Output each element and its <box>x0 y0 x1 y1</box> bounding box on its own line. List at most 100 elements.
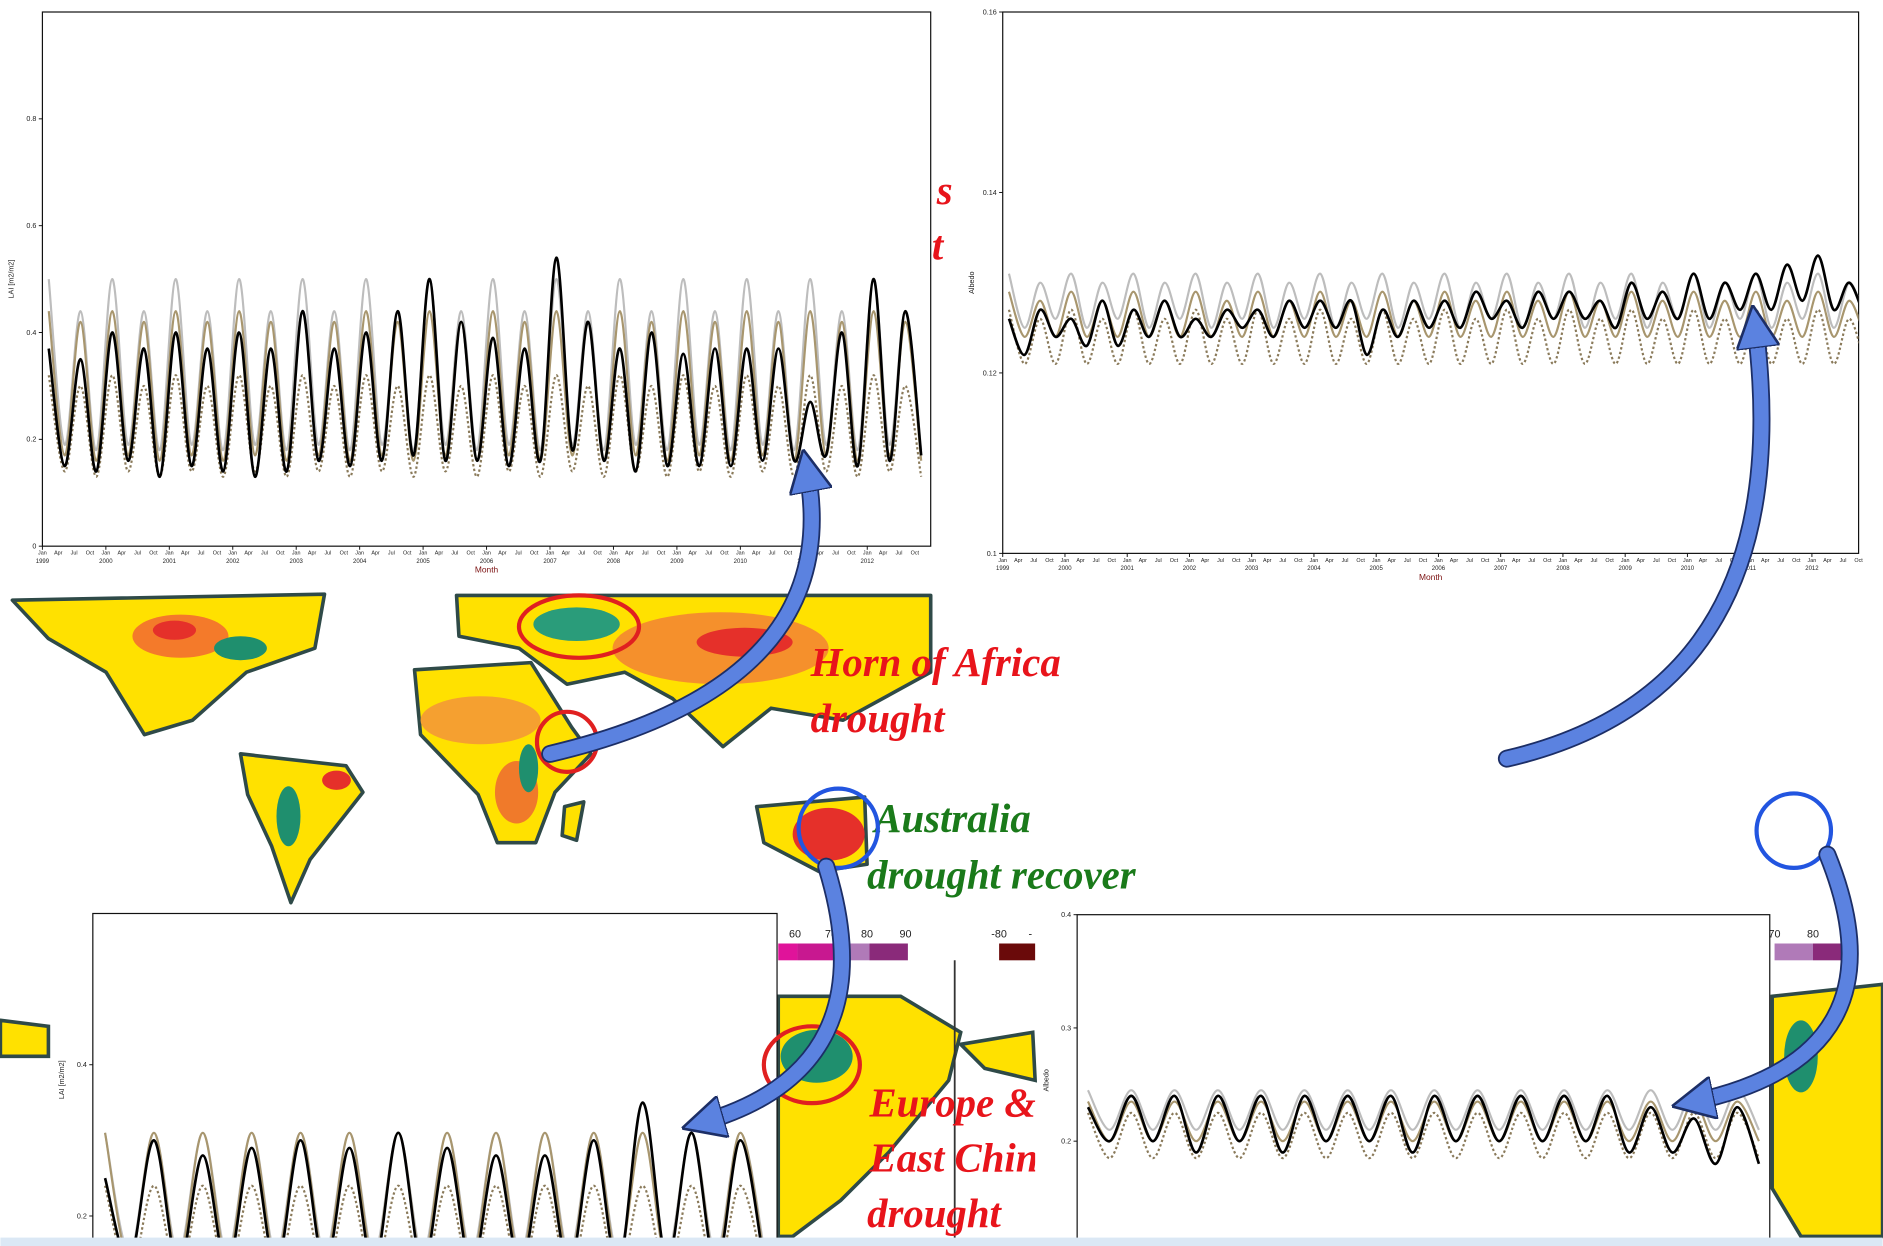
month-label: Jan <box>102 551 111 557</box>
series-line <box>1007 254 1859 357</box>
series-line <box>104 1184 760 1246</box>
x-tick-label: 2002 <box>1183 566 1197 572</box>
colorbar-label: 80 <box>861 929 873 941</box>
charts: 0 0.2 0.4 0.6 0.8 LAI [m2/m2] 1999 Jan Apr Jul Oct… <box>7 7 1863 1246</box>
month-label: Jan <box>419 551 428 557</box>
map-patches <box>132 607 865 861</box>
x-tick-label: 2010 <box>734 559 748 565</box>
month-label: Jan <box>165 551 174 557</box>
month-label: Oct <box>1170 558 1179 564</box>
month-label: Jan <box>1310 558 1319 564</box>
month-label: Jul <box>705 551 712 557</box>
x-tick-label: 2012 <box>1805 566 1819 572</box>
x-axis-label: Month <box>475 565 499 575</box>
x-tick-label: 2003 <box>1245 566 1259 572</box>
month-label: Jul <box>261 551 268 557</box>
x-tick-label: 2011 <box>1743 566 1757 572</box>
annotation-text: Horn of Africa <box>810 640 1061 685</box>
y-tick-label: 0.4 <box>1061 910 1071 919</box>
month-label: Jul <box>1404 558 1411 564</box>
highlight-circles <box>516 593 1834 1106</box>
month-label: Jan <box>38 551 47 557</box>
month-label: Oct <box>1232 558 1241 564</box>
annotation-text: s <box>936 168 953 213</box>
month-label: Oct <box>1854 558 1863 564</box>
month-label: Apr <box>879 551 888 557</box>
month-label: Jul <box>198 551 205 557</box>
y-axis-label: Albedo <box>1041 1069 1050 1091</box>
month-label: Apr <box>118 551 127 557</box>
month-label: Oct <box>1543 558 1552 564</box>
x-tick-label: 1999 <box>36 559 50 565</box>
y-tick-label: 0.1 <box>987 549 997 558</box>
annotation-text: Australia <box>871 796 1030 841</box>
plot-lines <box>1007 254 1859 365</box>
month-label: Jan <box>736 551 745 557</box>
series-line <box>1086 1089 1760 1131</box>
month-label: Oct <box>593 551 602 557</box>
annotation-text: drought recover <box>867 852 1137 897</box>
month-label: Oct <box>340 551 349 557</box>
series-line <box>47 278 923 452</box>
month-label: Jul <box>1093 558 1100 564</box>
month-label: Jul <box>1279 558 1286 564</box>
month-label: Jul <box>642 551 649 557</box>
y-axis-label: LAI [m2/m2] <box>57 1060 66 1099</box>
x-tick-label: 2003 <box>290 559 304 565</box>
month-label: Oct <box>276 551 285 557</box>
y-axis-label: LAI [m2/m2] <box>7 260 16 299</box>
x-tick-label: 2000 <box>99 559 113 565</box>
month-label: Jul <box>1528 558 1535 564</box>
annotation-text: Europe & <box>868 1080 1036 1125</box>
month-label: Apr <box>752 551 761 557</box>
chart-background <box>1002 11 1860 554</box>
month-label: Apr <box>435 551 444 557</box>
x-tick-label: 2005 <box>416 559 430 565</box>
month-label: Apr <box>689 551 698 557</box>
month-label: Jul <box>1030 558 1037 564</box>
annotation: Europe & East China drought <box>867 1080 1036 1235</box>
month-label: Jan <box>1434 558 1443 564</box>
month-label: Jul <box>896 551 903 557</box>
month-label: Oct <box>1107 558 1116 564</box>
month-label: Oct <box>1356 558 1365 564</box>
colorbar-label: 90 <box>899 929 911 941</box>
month-label: Jul <box>1777 558 1784 564</box>
month-label: Jul <box>134 551 141 557</box>
series-line <box>1086 1094 1761 1166</box>
month-label: Apr <box>1263 558 1272 564</box>
colorbar-label: 80 <box>1807 929 1819 941</box>
month-label: Oct <box>911 551 920 557</box>
month-label: Jan <box>355 551 364 557</box>
month-label: Jan <box>546 551 555 557</box>
x-tick-label: 2004 <box>1307 566 1321 572</box>
month-label: Jul <box>578 551 585 557</box>
month-label: Oct <box>403 551 412 557</box>
x-tick-label: 2010 <box>1681 566 1695 572</box>
annotation: st <box>932 168 953 268</box>
month-label: Jan <box>609 551 618 557</box>
month-label: Jan <box>1247 558 1256 564</box>
month-label: Oct <box>1045 558 1054 564</box>
x-tick-label: 2008 <box>607 559 621 565</box>
month-label: Jan <box>1683 558 1692 564</box>
x-tick-label: 2006 <box>480 559 494 565</box>
chart: 0.2 0.4 LAI [m2/m2] <box>57 912 778 1246</box>
month-label: Jan <box>998 558 1007 564</box>
month-label: Jan <box>1061 558 1070 564</box>
x-tick-label: 2005 <box>1370 566 1384 572</box>
map-left <box>10 592 933 905</box>
month-label: Jul <box>1840 558 1847 564</box>
month-label: Oct <box>1605 558 1614 564</box>
annotation: Australia drought recover <box>867 796 1137 897</box>
annotation-text: t <box>932 223 945 268</box>
month-label: Jul <box>388 551 395 557</box>
month-label: Jan <box>482 551 491 557</box>
y-tick-label: 0.8 <box>26 114 36 123</box>
annotations: Horn of Africa drought Australia drought re… <box>810 168 1137 1236</box>
y-tick-label: 0 <box>32 542 36 551</box>
y-tick-label: 0.4 <box>26 328 36 337</box>
y-tick-label: 0.12 <box>983 368 997 377</box>
month-label: Jul <box>451 551 458 557</box>
